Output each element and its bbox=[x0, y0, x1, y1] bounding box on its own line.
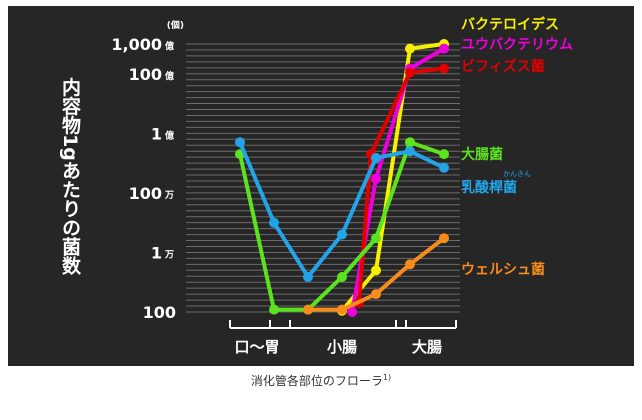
data-point bbox=[303, 304, 313, 315]
data-point bbox=[347, 307, 358, 317]
legend-entry: ウェルシュ菌 bbox=[461, 261, 545, 278]
y-tick-unit: 億 bbox=[165, 70, 174, 82]
x-axis: 口〜胃 小腸 大腸 bbox=[229, 320, 457, 356]
data-point bbox=[337, 271, 347, 282]
data-point bbox=[439, 162, 449, 173]
y-tick-label: 100 bbox=[143, 303, 176, 322]
legend-entry: 乳酸桿菌 bbox=[461, 179, 517, 196]
y-tick-unit: 万 bbox=[164, 190, 174, 201]
series-line bbox=[357, 66, 445, 304]
x-group-label: 小腸 bbox=[327, 338, 357, 356]
data-point bbox=[371, 233, 381, 244]
legend-entry: ビフィズス菌 bbox=[461, 58, 545, 75]
y-axis-title: 内容物1gあたりの菌数 bbox=[59, 76, 81, 276]
data-point bbox=[371, 173, 381, 184]
y-tick-label: 1 bbox=[151, 243, 162, 262]
data-point bbox=[405, 259, 415, 270]
data-point bbox=[235, 137, 245, 148]
y-tick-label: 100 bbox=[129, 65, 162, 84]
data-point bbox=[405, 146, 415, 157]
data-point bbox=[371, 152, 381, 163]
figure-caption: 消化管各部位のフローラ1) bbox=[0, 372, 642, 389]
y-tick-unit: 万 bbox=[164, 249, 174, 260]
data-point bbox=[269, 304, 279, 315]
data-point bbox=[439, 63, 449, 74]
data-point bbox=[439, 43, 449, 54]
y-tick-unit: 億 bbox=[165, 129, 174, 141]
data-point bbox=[405, 67, 415, 78]
y-tick-label: 1 bbox=[151, 124, 162, 143]
data-point bbox=[337, 304, 347, 315]
caption-reference: 1) bbox=[382, 373, 392, 382]
data-point bbox=[439, 233, 449, 244]
y-tick-label: 100 bbox=[129, 184, 162, 203]
data-point bbox=[337, 229, 347, 240]
data-point bbox=[371, 289, 381, 300]
caption-text: 消化管各部位のフローラ bbox=[250, 374, 383, 388]
legend-entry: バクテロイデス bbox=[461, 16, 559, 33]
data-point bbox=[405, 43, 415, 54]
data-point bbox=[371, 265, 381, 276]
y-unit-label: (個) bbox=[167, 19, 184, 31]
data-point bbox=[439, 149, 449, 160]
series-lines bbox=[235, 39, 449, 317]
data-point bbox=[405, 137, 415, 148]
legend-entry: ユウバクテリウム bbox=[461, 37, 573, 53]
x-group-label: 大腸 bbox=[412, 338, 442, 356]
legend-ruby: かんきん bbox=[503, 170, 531, 178]
legend-entry: 大腸菌 bbox=[461, 146, 503, 163]
y-tick-label: 1,000 bbox=[111, 35, 162, 54]
x-group-label: 口〜胃 bbox=[234, 338, 279, 356]
data-point bbox=[303, 271, 313, 282]
y-tick-unit: 億 bbox=[165, 40, 174, 52]
data-point bbox=[269, 217, 279, 228]
